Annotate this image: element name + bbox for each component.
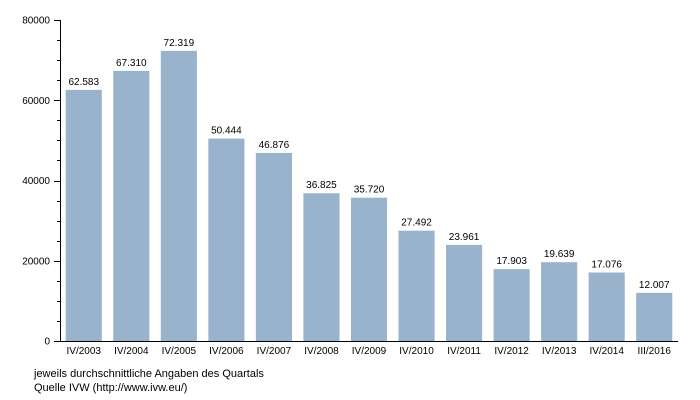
- bar: [541, 262, 578, 341]
- bar: [160, 50, 197, 342]
- data-labels: 62.583 67.310 72.319 50.444 46.876 36.825 35.7…: [68, 38, 669, 291]
- data-label: 12.007: [639, 280, 670, 291]
- x-tick-label: IV/2011: [447, 346, 481, 357]
- bar: [303, 193, 340, 341]
- y-tick-label: 60000: [22, 96, 50, 107]
- x-axis-labels: IV/2003 IV/2004 IV/2005 IV/2006 IV/2007 IV/20…: [67, 346, 672, 357]
- x-tick-label: IV/2005: [162, 346, 197, 357]
- x-tick-label: IV/2010: [399, 346, 434, 357]
- data-label: 62.583: [68, 77, 99, 88]
- bar: [65, 89, 102, 341]
- footnote-description: jeweils durchschnittliche Angaben des Qu…: [34, 368, 264, 380]
- x-tick-label: IV/2008: [304, 346, 339, 357]
- bar: [398, 230, 435, 341]
- y-tick-label: 0: [44, 337, 50, 348]
- data-label: 19.639: [544, 249, 575, 260]
- data-label: 17.076: [591, 259, 622, 270]
- x-tick-label: IV/2013: [542, 346, 577, 357]
- x-tick-label: IV/2003: [67, 346, 102, 357]
- bar: [350, 197, 388, 341]
- bar: [446, 244, 483, 341]
- data-label: 17.903: [496, 256, 527, 267]
- bars: [65, 50, 673, 342]
- data-label: 72.319: [164, 38, 195, 49]
- data-label: 27.492: [401, 218, 432, 229]
- bar: [636, 292, 673, 341]
- data-label: 67.310: [116, 58, 147, 69]
- data-label: 36.825: [306, 180, 337, 191]
- x-tick-label: IV/2009: [352, 346, 387, 357]
- x-tick-label: III/2016: [638, 346, 672, 357]
- y-tick-label: 80000: [22, 16, 50, 27]
- x-tick-label: IV/2007: [257, 346, 292, 357]
- x-tick-label: IV/2012: [494, 346, 529, 357]
- bar: [588, 272, 625, 341]
- bar: [208, 138, 245, 341]
- x-tick-label: IV/2006: [209, 346, 244, 357]
- x-tick-label: IV/2004: [114, 346, 149, 357]
- data-label: 35.720: [354, 185, 385, 196]
- y-tick-label: 40000: [22, 176, 50, 187]
- footnote-source: Quelle IVW (http://www.ivw.eu/): [34, 382, 188, 394]
- bar: [255, 152, 292, 341]
- bar: [493, 269, 530, 341]
- y-axis-ticks: 0 20000 40000 60000 80000: [22, 16, 60, 348]
- x-tick-label: IV/2014: [589, 346, 624, 357]
- data-label: 50.444: [211, 126, 242, 137]
- data-label: 46.876: [259, 140, 290, 151]
- bar: [113, 70, 150, 341]
- data-label: 23.961: [449, 232, 480, 243]
- y-tick-label: 20000: [22, 256, 50, 267]
